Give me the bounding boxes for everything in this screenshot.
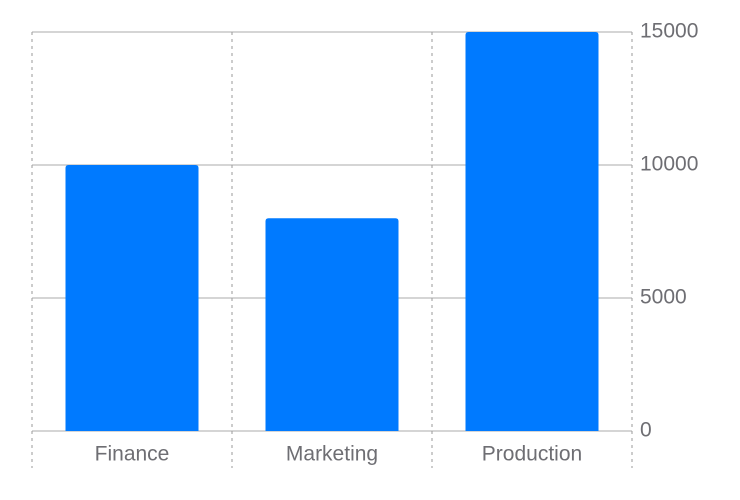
y-tick-label: 15000 [640, 20, 698, 43]
x-tick-label: Marketing [286, 443, 378, 466]
y-tick-label: 0 [640, 419, 652, 442]
y-tick-label: 5000 [640, 286, 687, 309]
bar-production [465, 32, 599, 431]
bar-marketing [265, 218, 399, 431]
bar-layer [65, 32, 599, 431]
x-tick-label: Production [482, 443, 582, 466]
x-tick-label: Finance [95, 443, 170, 466]
bar-finance [65, 165, 199, 431]
y-tick-label: 10000 [640, 153, 698, 176]
label-layer: 0 5000 10000 15000 Finance Marketing Productio… [95, 20, 699, 466]
